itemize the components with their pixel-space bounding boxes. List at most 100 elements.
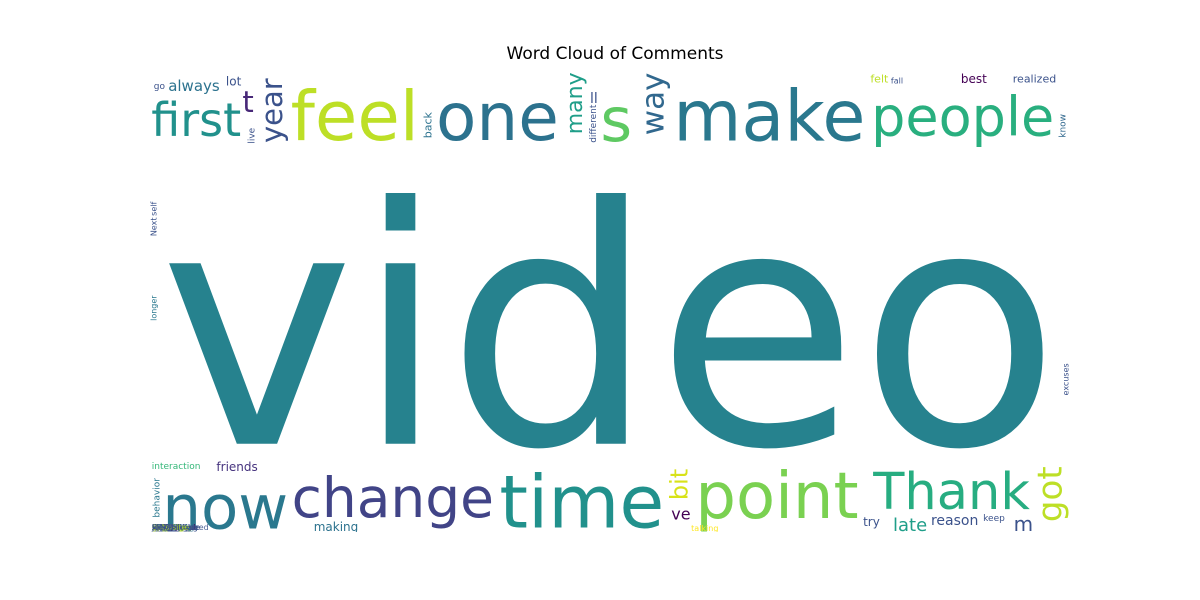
word: cry — [152, 523, 165, 532]
word: actively — [152, 523, 184, 532]
word: recognize — [152, 523, 191, 532]
word: still — [152, 523, 166, 532]
word: trauma — [152, 523, 181, 532]
word: confronting — [152, 523, 198, 532]
word: clumsily — [152, 523, 185, 532]
word: excuses — [1061, 363, 1070, 395]
word: video — [159, 138, 1060, 522]
word: think — [152, 523, 173, 532]
word: early — [152, 523, 172, 532]
word: interaction — [152, 462, 201, 472]
word: bar — [152, 523, 166, 532]
word: vid — [152, 523, 164, 532]
word: anyone — [152, 523, 182, 532]
word: school — [152, 523, 178, 532]
word: negative — [152, 523, 187, 532]
word: anything — [152, 523, 187, 532]
word: person — [152, 523, 179, 532]
word: simply — [152, 523, 178, 532]
word: skills — [152, 523, 172, 532]
word: wrong — [152, 523, 177, 532]
word: Great — [152, 523, 174, 532]
word: perspective — [152, 523, 199, 532]
word: ruin — [152, 523, 168, 532]
word: Deep — [152, 523, 173, 532]
word: relate — [152, 523, 175, 532]
word: friends — [216, 460, 257, 474]
word: destructive — [152, 523, 197, 532]
word: coworkers — [152, 523, 193, 532]
word: situation — [152, 523, 187, 532]
word: many — [563, 72, 588, 134]
word: will — [152, 523, 165, 532]
word: always — [168, 77, 220, 95]
word: happen — [152, 523, 182, 532]
word: self — [150, 202, 158, 216]
word: Hey — [152, 523, 168, 532]
word: fall — [891, 76, 903, 85]
word: part — [152, 523, 168, 532]
word: point — [695, 460, 858, 532]
word: thing — [152, 523, 173, 532]
word: never — [152, 523, 176, 532]
word: type — [152, 523, 170, 532]
word: maybe — [152, 523, 180, 532]
word: possibly — [152, 523, 185, 532]
word: try — [863, 515, 880, 529]
word: hit — [152, 523, 162, 532]
word: s — [600, 85, 632, 156]
word: bad — [152, 523, 167, 532]
word: past — [152, 523, 169, 532]
word: don — [152, 523, 167, 532]
word: Genuinely — [152, 523, 193, 532]
word: felt — [870, 72, 889, 85]
word: success — [152, 523, 183, 532]
word: hopefully — [152, 523, 189, 532]
word: powerful — [152, 523, 187, 532]
word: someone — [152, 523, 189, 532]
word: telling — [152, 523, 177, 532]
word: way — [636, 72, 672, 135]
word: puts — [152, 523, 169, 532]
word: shoots — [152, 523, 178, 532]
word: every day — [152, 523, 192, 532]
word: funny — [152, 523, 175, 532]
word: live — [248, 127, 258, 143]
word: got — [1031, 466, 1070, 522]
word: nothing — [152, 523, 183, 532]
word: add — [152, 523, 167, 532]
word: ve — [671, 504, 690, 523]
word: around — [152, 523, 180, 532]
word: couple — [152, 523, 179, 532]
word: back — [421, 111, 434, 138]
word: experience — [152, 523, 196, 532]
word: care — [152, 523, 169, 532]
word: recap — [152, 523, 174, 532]
word: found — [152, 523, 175, 532]
word: hesitatingly — [152, 523, 199, 532]
word: blamed — [152, 523, 182, 532]
word: instead — [152, 523, 182, 532]
word: talking — [691, 524, 718, 532]
word: Coming — [152, 523, 183, 532]
word: inspire — [152, 523, 179, 532]
word: practicing — [152, 523, 192, 532]
word: without — [152, 523, 182, 532]
word: everyone — [152, 523, 190, 532]
word: making — [314, 520, 359, 532]
word: force — [152, 523, 172, 532]
word: Im — [152, 523, 162, 532]
word: Next — [150, 218, 159, 237]
word: living — [152, 523, 174, 532]
word: drink — [152, 523, 173, 532]
word: act — [152, 523, 164, 532]
word: give — [152, 523, 169, 532]
word: m — [1014, 512, 1033, 532]
word: cycle — [152, 523, 173, 532]
word: language — [152, 523, 189, 532]
word: path — [152, 523, 170, 532]
word: work — [152, 523, 172, 532]
word: comfortable — [152, 523, 200, 532]
word: gets — [152, 523, 169, 532]
word: adopted — [152, 523, 185, 532]
